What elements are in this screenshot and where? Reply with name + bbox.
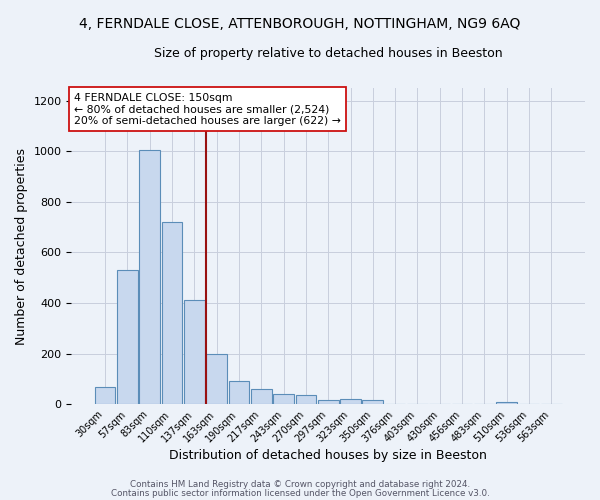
Bar xyxy=(206,354,227,404)
Bar xyxy=(496,402,517,404)
Bar xyxy=(273,394,294,404)
Text: Contains public sector information licensed under the Open Government Licence v3: Contains public sector information licen… xyxy=(110,488,490,498)
Text: Contains HM Land Registry data © Crown copyright and database right 2024.: Contains HM Land Registry data © Crown c… xyxy=(130,480,470,489)
Bar xyxy=(362,400,383,404)
Text: 4 FERNDALE CLOSE: 150sqm
← 80% of detached houses are smaller (2,524)
20% of sem: 4 FERNDALE CLOSE: 150sqm ← 80% of detach… xyxy=(74,93,341,126)
Bar xyxy=(161,222,182,404)
Bar xyxy=(139,150,160,404)
Y-axis label: Number of detached properties: Number of detached properties xyxy=(15,148,28,344)
Bar xyxy=(229,382,250,404)
Title: Size of property relative to detached houses in Beeston: Size of property relative to detached ho… xyxy=(154,48,503,60)
Bar xyxy=(296,396,316,404)
Bar xyxy=(184,300,205,404)
Text: 4, FERNDALE CLOSE, ATTENBOROUGH, NOTTINGHAM, NG9 6AQ: 4, FERNDALE CLOSE, ATTENBOROUGH, NOTTING… xyxy=(79,18,521,32)
Bar xyxy=(340,398,361,404)
Bar xyxy=(95,387,115,404)
Bar xyxy=(251,389,272,404)
Bar xyxy=(318,400,338,404)
X-axis label: Distribution of detached houses by size in Beeston: Distribution of detached houses by size … xyxy=(169,450,487,462)
Bar xyxy=(117,270,138,404)
